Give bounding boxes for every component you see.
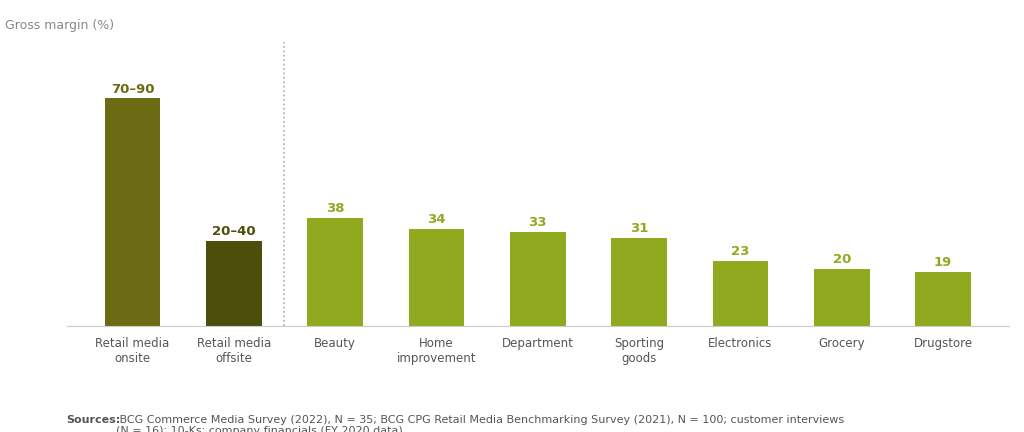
Text: 20–40: 20–40	[212, 225, 256, 238]
Text: 34: 34	[427, 213, 445, 226]
Text: 20: 20	[833, 253, 851, 266]
Text: 70–90: 70–90	[111, 83, 155, 95]
Text: 23: 23	[731, 245, 750, 258]
Bar	[510, 232, 565, 326]
Bar	[307, 218, 362, 326]
Text: 38: 38	[326, 202, 344, 215]
Text: Gross margin (%): Gross margin (%)	[5, 19, 115, 32]
Bar	[409, 229, 464, 326]
Text: Sources:: Sources:	[67, 415, 121, 425]
Text: 19: 19	[934, 256, 952, 269]
Bar	[611, 238, 667, 326]
Bar	[713, 260, 768, 326]
Bar	[915, 272, 971, 326]
Bar	[206, 241, 262, 326]
Bar	[104, 98, 161, 326]
Text: 33: 33	[528, 216, 547, 229]
Bar	[814, 269, 869, 326]
Text: BCG Commerce Media Survey (2022), N = 35; BCG CPG Retail Media Benchmarking Surv: BCG Commerce Media Survey (2022), N = 35…	[116, 415, 844, 432]
Text: 31: 31	[630, 222, 648, 235]
